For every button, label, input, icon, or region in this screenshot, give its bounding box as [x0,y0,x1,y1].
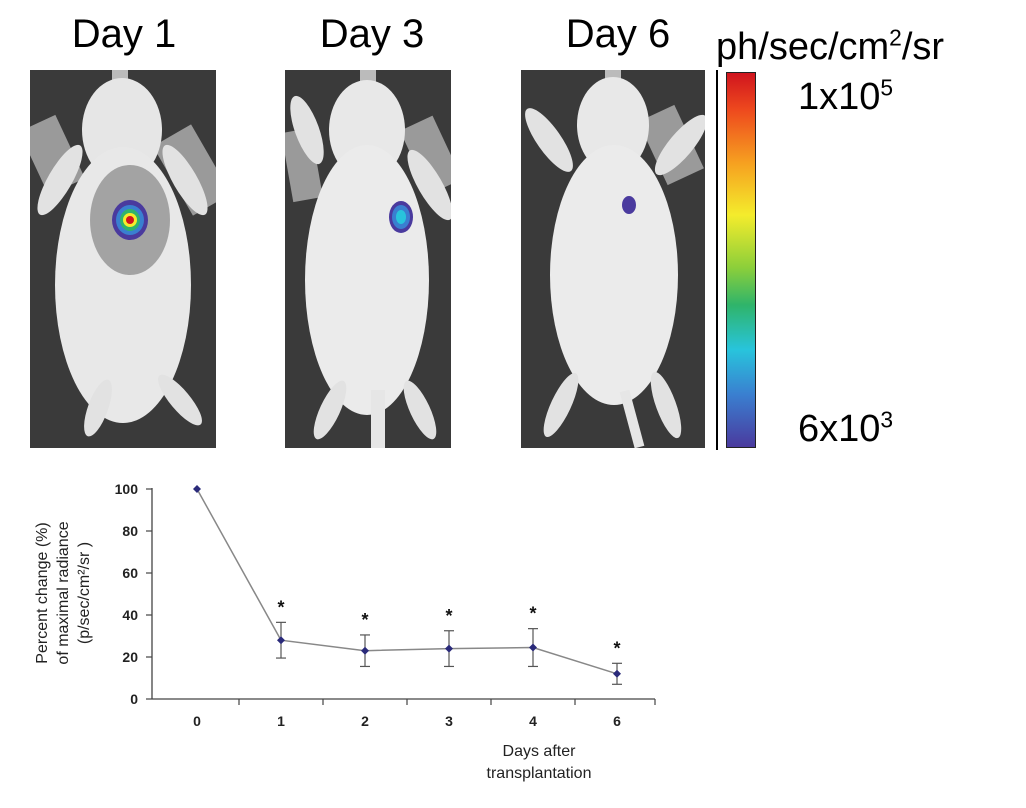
x-tick-label-2: 2 [361,713,369,729]
panel-title-day3: Day 3 [319,12,425,56]
x-tick-label-6: 6 [613,713,621,729]
x-axis-label-line1: Days after [503,743,577,760]
data-point-3 [445,644,453,653]
scale-min-label: 6x103 [798,406,894,450]
x-tick-label-3: 3 [445,713,453,729]
data-point-5 [613,669,621,678]
y-axis-label-line1: Percent change (%) [34,522,51,663]
significance-star-5: * [613,638,620,658]
significance-star-1: * [277,597,284,617]
y-tick-label-40: 40 [122,607,138,623]
y-tick-label-60: 60 [122,565,138,581]
mouse-image-day1 [30,70,216,448]
y-axis-label: Percent change (%) of maximal radiance (… [34,521,93,664]
data-point-0 [193,485,201,493]
y-axis-label-line2: of maximal radiance [55,521,72,664]
x-tick-label-1: 1 [277,713,285,729]
y-axis-label-line3: (p/sec/cm²/sr ) [76,542,93,644]
color-scale-bar [726,72,756,448]
x-tick-label-0: 0 [193,713,201,729]
x-tick-label-4: 4 [529,713,537,729]
y-tick-label-20: 20 [122,649,138,665]
x-axis-label: Days after transplantation [487,743,592,782]
x-axis-label-line2: transplantation [487,765,592,782]
mouse-image-day3 [285,70,451,448]
radiance-line-chart: 0 20 40 60 80 100 0 1 2 3 4 6 Percent change (%) o… [34,481,656,782]
data-point-2 [361,646,369,655]
y-tick-label-100: 100 [115,481,139,497]
mouse-image-day6 [521,70,705,448]
scale-max-label: 1x105 [798,74,894,118]
chart-axes [151,488,655,700]
panel-title-day6: Day 6 [565,12,671,56]
scale-divider-line [716,70,718,450]
significance-star-3: * [445,606,452,626]
scale-unit-label: ph/sec/cm2/sr [716,24,945,68]
series-line [196,488,618,675]
y-tick-label-0: 0 [130,691,138,707]
significance-star-2: * [361,610,368,630]
data-point-4 [529,643,537,652]
y-tick-label-80: 80 [122,523,138,539]
significance-star-4: * [529,604,536,624]
data-point-1 [277,636,285,645]
panel-title-day1: Day 1 [71,12,177,56]
